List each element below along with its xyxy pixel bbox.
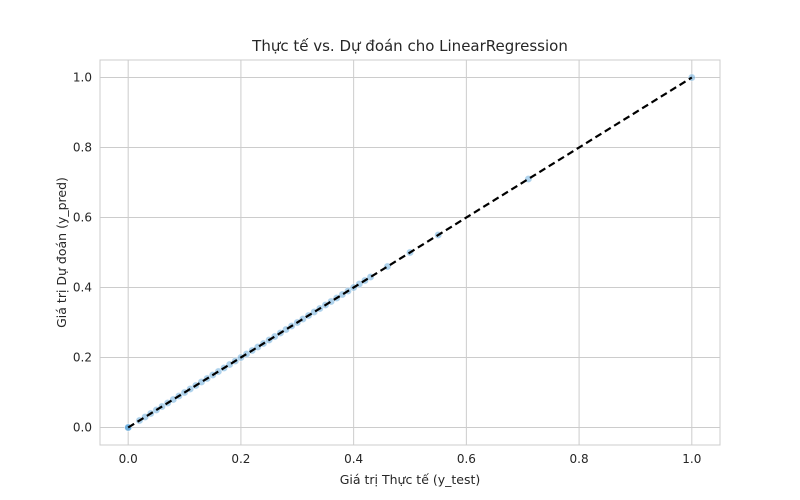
y-tick-label: 0.8 xyxy=(73,141,92,155)
x-tick-label: 1.0 xyxy=(682,452,701,466)
x-tick-label: 0.0 xyxy=(119,452,138,466)
tick-labels: 0.0 0.2 0.4 0.6 0.8 1.0 0.0 0.2 0.4 0.6 0.8 1.0 xyxy=(73,71,701,467)
y-tick-label: 0.4 xyxy=(73,281,92,295)
grid xyxy=(100,60,720,445)
plot-frame xyxy=(99,59,721,446)
y-tick-label: 0.6 xyxy=(73,211,92,225)
x-tick-label: 0.4 xyxy=(344,452,363,466)
reference-line xyxy=(127,76,693,429)
y-tick-label: 0.0 xyxy=(73,421,92,435)
x-tick-label: 0.6 xyxy=(457,452,476,466)
x-axis-label: Giá trị Thực tế (y_test) xyxy=(340,472,481,487)
y-axis-label: Giá trị Dự đoán (y_pred) xyxy=(54,177,69,328)
x-tick-label: 0.8 xyxy=(570,452,589,466)
y-tick-label: 0.2 xyxy=(73,351,92,365)
x-tick-label: 0.2 xyxy=(231,452,250,466)
scatter-point xyxy=(687,73,696,82)
y-tick-label: 1.0 xyxy=(73,71,92,85)
chart-title: Thực tế vs. Dự đoán cho LinearRegression xyxy=(251,37,568,55)
